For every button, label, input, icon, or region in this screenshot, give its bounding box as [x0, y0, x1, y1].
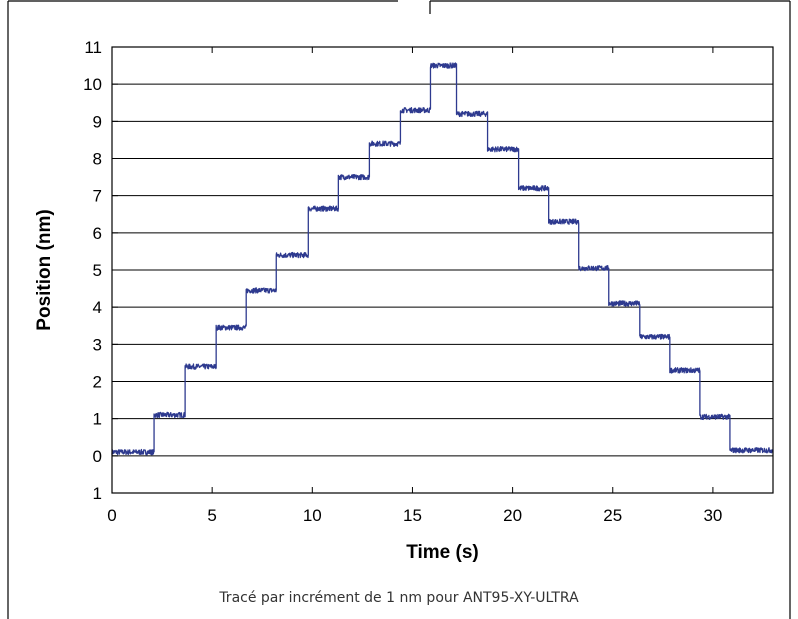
x-tick-label: 30: [703, 506, 722, 525]
series-line-0: [111, 62, 774, 456]
x-tick-label: 5: [207, 506, 216, 525]
y-tick-label: 7: [93, 187, 102, 206]
y-axis-label: Position (nm): [34, 209, 55, 330]
y-tick-label: 4: [93, 298, 102, 317]
y-tick-label: 3: [93, 335, 102, 354]
x-tick-label: 10: [303, 506, 322, 525]
y-tick-label: 1: [93, 410, 102, 429]
gridlines: [112, 83, 773, 457]
y-tick-label: 10: [83, 75, 102, 94]
y-tick-label: 6: [93, 224, 102, 243]
x-tick-label: 25: [603, 506, 622, 525]
y-tick-label: 9: [93, 112, 102, 131]
y-tick-label: 5: [93, 261, 102, 280]
figure-caption: Tracé par incrément de 1 nm pour ANT95-X…: [219, 590, 579, 606]
y-tick-label: 0: [93, 447, 102, 466]
y-tick-label: 2: [93, 373, 102, 392]
x-tick-label: 20: [503, 506, 522, 525]
x-tick-label: 0: [107, 506, 116, 525]
x-tick-label: 15: [403, 506, 422, 525]
x-axis-label: Time (s): [406, 542, 479, 563]
y-tick-label: 11: [84, 38, 102, 57]
y-tick-label: 1: [93, 484, 102, 503]
series-group: [111, 62, 774, 456]
x-axis-ticks: 0 5 10 15 20 25 30: [107, 47, 722, 525]
y-tick-label: 8: [93, 150, 102, 169]
